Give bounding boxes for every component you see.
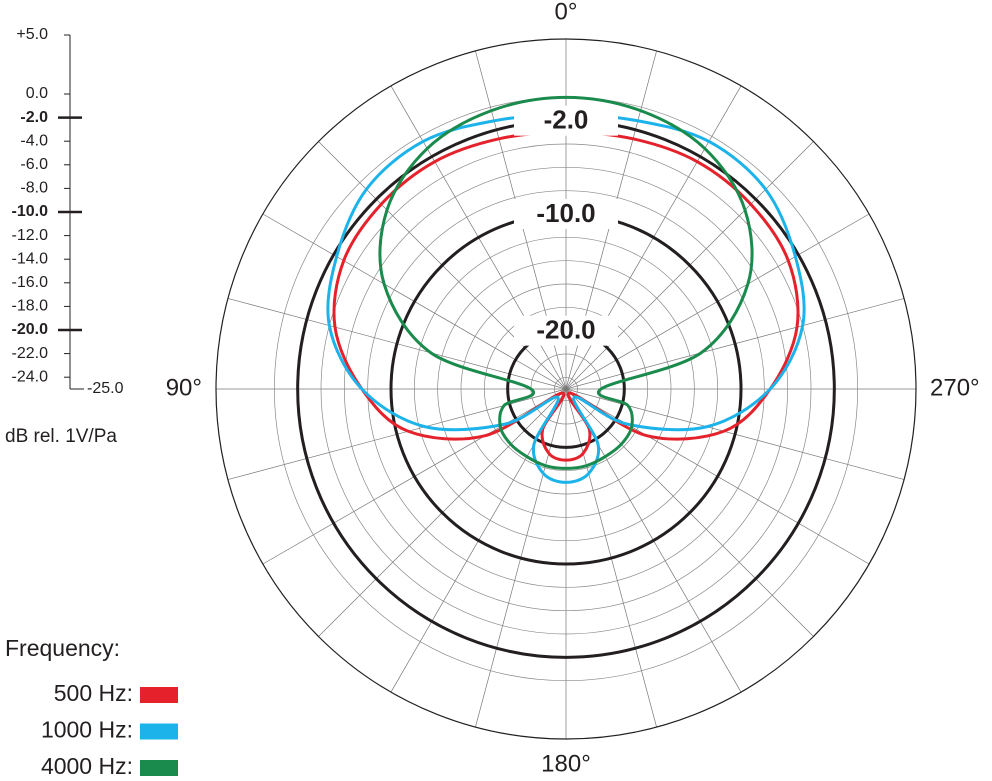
pattern-line (378, 95, 754, 470)
scale-tick-label: -8.0 (20, 180, 48, 197)
ring-label-bg (514, 105, 618, 136)
scale-tick-label: -20.0 (12, 321, 49, 338)
scale-tick-label: -4.0 (20, 132, 48, 149)
legend-swatch (140, 760, 178, 776)
ring-label-bg (514, 199, 618, 229)
scale-tick-label: -25.0 (87, 380, 124, 397)
scale-tick-label: -10.0 (12, 203, 49, 220)
ring-label: -2.0 (544, 105, 589, 135)
ring (320, 143, 812, 635)
ring (343, 166, 789, 612)
pattern-line (326, 113, 806, 484)
ring (460, 283, 672, 495)
legend-label: 4000 Hz: (41, 753, 133, 779)
scale-tick-label: -6.0 (20, 156, 48, 173)
ring (553, 376, 579, 402)
angle-label: 180° (541, 750, 591, 777)
scale-tick-label: -14.0 (12, 250, 49, 267)
ring (483, 306, 649, 472)
scale-tick-label: -2.0 (20, 109, 48, 126)
ring (367, 190, 765, 588)
scale-tick-label: -12.0 (12, 227, 49, 244)
legend-label: 500 Hz: (54, 680, 133, 706)
legend-title: Frequency: (5, 635, 120, 661)
legend-swatch (140, 723, 178, 740)
scale-tick-label: +5.0 (16, 26, 48, 43)
angle-label: 90° (166, 374, 202, 401)
angle-label: 270° (930, 374, 980, 401)
angle-label: 0° (555, 0, 578, 25)
scale-tick-label: -24.0 (12, 368, 49, 385)
scale-tick-label: -18.0 (12, 298, 49, 315)
ring (215, 38, 917, 740)
ring (413, 236, 719, 542)
ring-label: -10.0 (536, 198, 595, 228)
pattern-line (332, 130, 800, 462)
ring-label: -20.0 (536, 315, 595, 345)
legend-swatch (140, 687, 178, 703)
legend-label: 1000 Hz: (41, 717, 133, 743)
ring-label-bg (514, 315, 618, 346)
scale-tick-label: -16.0 (12, 274, 49, 291)
scale-tick-label: 0.0 (26, 85, 48, 102)
ring (437, 260, 695, 518)
units-label: dB rel. 1V/Pa (5, 426, 117, 447)
scale-tick-label: -22.0 (12, 345, 49, 362)
